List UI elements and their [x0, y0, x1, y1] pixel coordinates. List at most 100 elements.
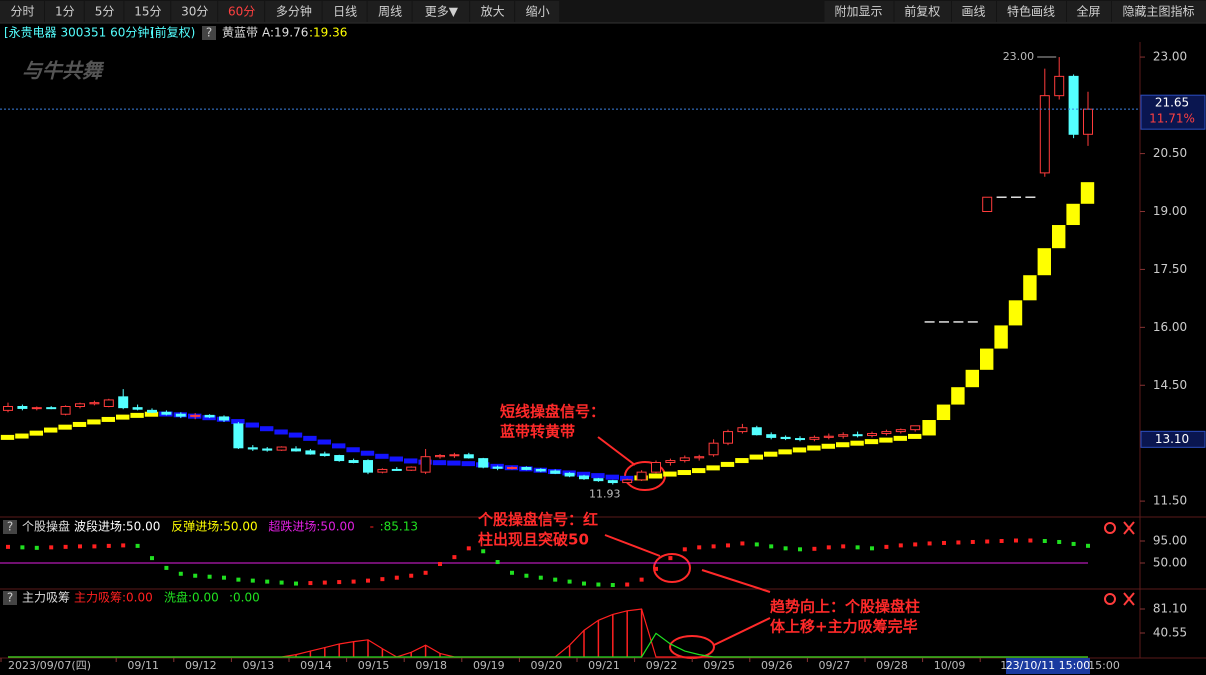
help[interactable]: ? [7, 591, 13, 605]
band-segment [792, 447, 807, 453]
band-segment [908, 433, 922, 439]
toolbar-button[interactable] [171, 1, 218, 22]
settings-icon[interactable] [1104, 593, 1116, 605]
toolbar-label[interactable]: 隐藏主图指标 [1122, 4, 1194, 19]
toolbar-button[interactable] [894, 1, 952, 22]
toolbar-button[interactable] [824, 1, 894, 22]
help-box[interactable] [3, 591, 17, 605]
signal-dot [6, 544, 10, 549]
toolbar-label[interactable]: 画线 [961, 5, 985, 19]
toolbar-button[interactable] [124, 1, 171, 22]
toolbar-label[interactable]: 周线 [378, 5, 402, 19]
band-segment [706, 465, 720, 471]
toolbar-button[interactable] [952, 1, 996, 22]
toolbar-button[interactable] [265, 1, 322, 22]
signal-dot [236, 577, 241, 582]
toolbar-button[interactable] [45, 1, 84, 22]
toolbar-label[interactable]: 日线 [333, 5, 357, 19]
candle-body [881, 431, 892, 435]
toolbar-button[interactable] [412, 1, 470, 22]
toolbar-label[interactable]: 分时 [10, 5, 34, 19]
signal-dot [985, 539, 990, 544]
line-label: 超跌进场:50.00 [268, 519, 354, 534]
x-tick-label: 09/26 [761, 659, 793, 672]
close-icon[interactable] [1123, 592, 1135, 606]
toolbar-label[interactable]: 附加显示 [834, 5, 882, 19]
toolbar-button[interactable] [997, 1, 1066, 22]
signal-dot [654, 566, 658, 571]
band-segment [72, 421, 87, 427]
band-segment [15, 433, 29, 439]
candle-body [809, 436, 820, 440]
candle-body [276, 446, 287, 451]
dash: - [370, 520, 374, 534]
y-tick-label: 11.50 [1153, 494, 1187, 508]
signal-dot [970, 539, 975, 544]
toolbar-label[interactable]: 60分 [228, 5, 255, 19]
candle-body [377, 468, 388, 473]
toolbar-button[interactable] [515, 1, 560, 22]
signal-dot [697, 545, 702, 550]
toolbar-button[interactable] [84, 1, 124, 22]
y-tick-label: 40.55 [1153, 625, 1187, 639]
toolbar-button[interactable] [322, 1, 367, 22]
toolbar-label[interactable]: 更多▼ [425, 5, 459, 19]
toolbar-label[interactable]: 1分 [55, 5, 75, 19]
signal-dot [956, 540, 961, 545]
signal-dot [639, 577, 644, 582]
signal-dot [798, 547, 802, 552]
help-box[interactable] [202, 26, 216, 40]
signal-dot [625, 582, 630, 587]
candle-body [348, 460, 359, 463]
signal-dot [913, 542, 918, 547]
x-tick-label: 09/22 [646, 659, 678, 672]
candle-body [247, 447, 258, 450]
band-segment [116, 414, 130, 420]
signal-dot [668, 556, 673, 561]
toolbar-label[interactable]: 30分 [181, 5, 208, 19]
band-segment [360, 450, 375, 456]
toolbar-button[interactable] [470, 1, 515, 22]
toolbar-button[interactable] [0, 1, 44, 22]
toolbar-button[interactable] [218, 1, 265, 22]
toolbar-label[interactable]: 特色画线 [1007, 4, 1055, 19]
candle-body [579, 475, 589, 480]
settings-icon[interactable] [1104, 522, 1116, 534]
signal-dot [711, 544, 716, 549]
band-segment [1037, 248, 1051, 276]
band-segment [663, 471, 677, 477]
signal-dot [135, 543, 140, 548]
toolbar-button[interactable] [1112, 1, 1206, 22]
help[interactable]: ? [7, 520, 13, 534]
x-tick-label: 2023/09/07(四) [8, 659, 91, 672]
candle-body [75, 403, 85, 407]
toolbar-label[interactable]: 缩小 [526, 4, 550, 19]
candle-body [550, 470, 561, 474]
toolbar-label[interactable]: 5分 [95, 5, 115, 19]
toolbar-button[interactable] [367, 1, 412, 22]
extreme-label: 11.93 [589, 487, 621, 500]
close-icon[interactable] [1123, 521, 1135, 535]
toolbar-label[interactable]: 前复权 [904, 4, 940, 19]
band-value: A:19.76 [262, 26, 308, 40]
toolbar-button[interactable] [1067, 1, 1111, 22]
toolbar-label[interactable]: 15分 [134, 5, 161, 19]
panel-icons[interactable] [1104, 521, 1135, 606]
band-segment [1008, 300, 1023, 326]
signal-dot [510, 570, 514, 575]
candle-body [319, 453, 330, 457]
signal-dot [222, 575, 226, 580]
toolbar-label[interactable]: 全屏 [1076, 4, 1100, 19]
toolbar-label[interactable]: 放大 [481, 4, 505, 19]
signal-dot [841, 544, 846, 549]
toolbar-label[interactable]: 多分钟 [276, 4, 312, 19]
candle-body [910, 425, 921, 431]
signal-dot [942, 540, 946, 545]
signal-dot [682, 547, 687, 552]
x-tick-label: 09/20 [531, 659, 563, 672]
x-tick-label: 09/25 [703, 659, 735, 672]
cursor-box [1006, 658, 1090, 674]
help[interactable]: ? [206, 26, 212, 40]
help-box[interactable] [3, 520, 17, 534]
watermark: 与牛共舞 [22, 59, 105, 83]
